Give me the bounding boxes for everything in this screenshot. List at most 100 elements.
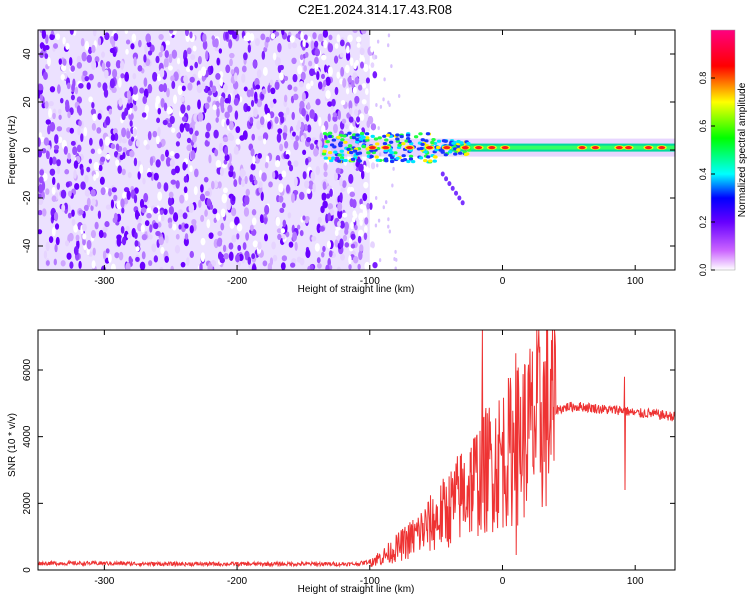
snr-background bbox=[38, 330, 675, 570]
noise-blob bbox=[105, 153, 111, 160]
x-tick-label: 0 bbox=[500, 576, 506, 587]
branch-blob bbox=[457, 195, 462, 201]
noise-blob bbox=[361, 83, 367, 89]
noise-blob bbox=[337, 201, 343, 212]
noise-blob bbox=[372, 110, 378, 116]
noise-blob bbox=[316, 223, 321, 234]
noise-blob bbox=[166, 87, 170, 98]
signal-blob bbox=[395, 133, 400, 137]
noise-blob bbox=[267, 262, 273, 270]
noise-blob bbox=[348, 107, 353, 115]
noise-blob bbox=[319, 226, 325, 232]
noise-blob bbox=[137, 171, 141, 180]
noise-blob bbox=[249, 224, 254, 232]
noise-blob bbox=[224, 111, 230, 119]
noise-blob bbox=[228, 242, 234, 250]
noise-blob bbox=[107, 188, 112, 197]
noise-blob bbox=[160, 97, 165, 108]
noise-blob bbox=[308, 180, 314, 190]
hot-spot bbox=[475, 146, 483, 150]
noise-blob bbox=[73, 160, 79, 169]
noise-blob bbox=[86, 239, 92, 250]
noise-blob bbox=[84, 76, 90, 82]
noise-blob bbox=[352, 255, 359, 264]
noise-blob bbox=[126, 233, 132, 239]
noise-blob bbox=[205, 131, 210, 139]
noise-blob bbox=[279, 72, 284, 81]
spectrogram-y-ticks: -40 -20 0 20 40 bbox=[22, 48, 675, 253]
noise-blob bbox=[270, 32, 276, 40]
noise-blob bbox=[374, 55, 378, 60]
noise-blob bbox=[160, 45, 164, 53]
noise-blob bbox=[285, 184, 291, 194]
noise-blob bbox=[49, 168, 56, 176]
noise-blob bbox=[182, 212, 188, 220]
signal-blob bbox=[423, 159, 428, 163]
noise-blob bbox=[114, 132, 119, 142]
noise-blob bbox=[148, 260, 153, 266]
signal-blob bbox=[383, 149, 388, 153]
noise-blob bbox=[255, 84, 261, 90]
noise-blob bbox=[43, 137, 50, 146]
noise-blob bbox=[163, 102, 168, 112]
noise-blob bbox=[305, 157, 309, 166]
noise-blob bbox=[49, 121, 56, 132]
noise-blob bbox=[249, 33, 255, 42]
noise-blob bbox=[70, 140, 76, 146]
noise-blob bbox=[78, 120, 82, 127]
signal-blob bbox=[338, 144, 343, 148]
noise-blob bbox=[54, 223, 60, 230]
noise-blob bbox=[334, 86, 339, 96]
noise-blob bbox=[97, 148, 102, 155]
noise-blob bbox=[143, 192, 149, 203]
noise-blob bbox=[218, 253, 224, 259]
signal-blob bbox=[456, 148, 461, 152]
noise-blob bbox=[374, 223, 378, 228]
signal-blob bbox=[431, 138, 436, 142]
noise-blob bbox=[67, 111, 71, 119]
noise-blob bbox=[325, 193, 331, 199]
noise-blob bbox=[351, 79, 355, 89]
noise-blob bbox=[285, 107, 290, 116]
noise-blob bbox=[209, 80, 213, 88]
noise-blob bbox=[310, 80, 314, 87]
noise-blob bbox=[194, 168, 199, 178]
noise-blob bbox=[139, 198, 145, 209]
signal-blob bbox=[426, 155, 431, 159]
hot-spot bbox=[615, 146, 623, 150]
noise-blob bbox=[387, 33, 391, 38]
noise-blob bbox=[204, 139, 210, 147]
noise-blob bbox=[132, 85, 138, 95]
noise-blob bbox=[48, 108, 52, 119]
signal-blob bbox=[364, 132, 370, 136]
noise-blob bbox=[214, 180, 218, 189]
noise-blob bbox=[263, 217, 268, 225]
noise-blob bbox=[164, 149, 169, 158]
noise-blob bbox=[259, 214, 264, 224]
noise-blob bbox=[386, 43, 390, 48]
noise-blob bbox=[151, 243, 157, 253]
noise-blob bbox=[336, 71, 341, 79]
noise-blob bbox=[234, 216, 240, 226]
noise-blob bbox=[265, 36, 270, 43]
noise-blob bbox=[189, 165, 193, 173]
spectrogram-signal-trace bbox=[320, 131, 675, 206]
noise-blob bbox=[98, 164, 103, 172]
noise-blob bbox=[375, 103, 378, 108]
noise-blob bbox=[77, 126, 81, 136]
noise-blob bbox=[215, 212, 221, 221]
noise-blob bbox=[347, 76, 352, 83]
noise-blob bbox=[139, 164, 144, 174]
noise-blob bbox=[162, 82, 168, 93]
noise-blob bbox=[335, 167, 341, 174]
noise-blob bbox=[312, 32, 317, 40]
noise-blob bbox=[228, 39, 233, 49]
noise-blob bbox=[224, 146, 229, 156]
noise-blob bbox=[252, 240, 258, 248]
hot-spot bbox=[382, 146, 390, 150]
noise-blob bbox=[57, 84, 61, 94]
noise-blob bbox=[257, 241, 262, 250]
noise-blob bbox=[225, 31, 229, 40]
noise-blob bbox=[202, 33, 207, 43]
